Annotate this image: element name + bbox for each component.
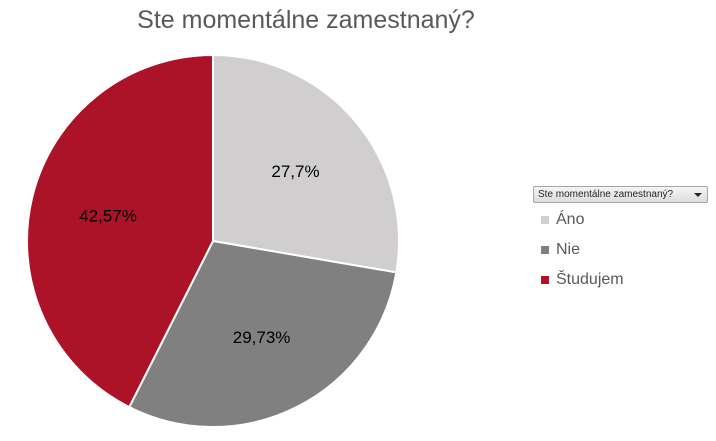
- legend-swatch-ano: [541, 216, 549, 224]
- chart-title: Ste momentálne zamestnaný?: [137, 6, 475, 34]
- legend-item-nie: Nie: [541, 239, 624, 269]
- legend-filter-dropdown[interactable]: Ste momentálne zamestnaný?: [533, 186, 708, 203]
- pie-slice-ano: [212, 53, 400, 274]
- legend-item-ano: Áno: [541, 209, 624, 239]
- legend-filter-label: Ste momentálne zamestnaný?: [538, 189, 674, 200]
- data-label-studujem: 42,57%: [79, 207, 137, 226]
- legend-item-studujem: Študujem: [541, 269, 624, 299]
- data-label-nie: 29,73%: [233, 328, 291, 347]
- legend-swatch-studujem: [541, 276, 549, 284]
- legend-swatch-nie: [541, 246, 549, 254]
- legend: Áno Nie Študujem: [541, 209, 624, 299]
- legend-label-nie: Nie: [556, 241, 581, 258]
- chevron-down-icon[interactable]: [694, 193, 702, 197]
- pie-slice-nie: [127, 239, 398, 428]
- legend-label-studujem: Študujem: [556, 271, 624, 288]
- data-label-ano: 27,7%: [271, 162, 319, 181]
- pie-slice-studujem: [26, 53, 214, 409]
- legend-label-ano: Áno: [556, 211, 585, 228]
